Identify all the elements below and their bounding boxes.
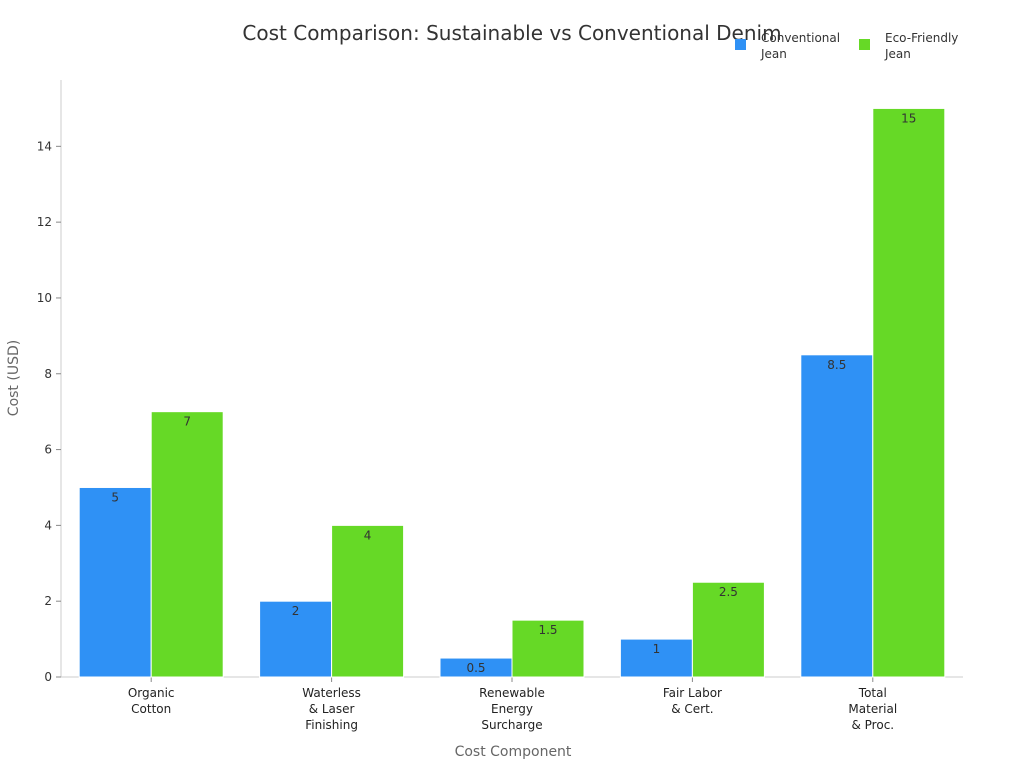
y-tick-label: 10: [37, 291, 52, 305]
data-label: 2.5: [719, 585, 738, 599]
bar-eco: [872, 107, 946, 678]
y-tick-label: 4: [44, 518, 52, 532]
x-tick-label-line: Waterless: [302, 686, 361, 700]
data-label: 7: [183, 415, 191, 429]
legend: Conventional Jean Eco-Friendly Jean: [735, 31, 958, 61]
legend-swatch: [859, 39, 870, 50]
data-label: 15: [901, 111, 916, 125]
x-tick-label: Fair Labor & Cert.: [663, 686, 722, 716]
legend-label-line: Eco-Friendly: [885, 31, 958, 45]
data-label: 5: [111, 490, 119, 504]
x-tick-label-line: & Cert.: [671, 702, 713, 716]
data-label: 0.5: [466, 661, 485, 675]
y-tick-label: 0: [44, 670, 52, 684]
x-tick-label-line: Energy: [491, 702, 533, 716]
legend-swatch: [735, 39, 746, 50]
x-tick-label-line: Total: [858, 686, 887, 700]
legend-label-line: Jean: [884, 47, 911, 61]
x-tick-label: Total Material & Proc.: [848, 686, 897, 732]
y-axis-label: Cost (USD): [6, 340, 22, 416]
legend-label-line: Conventional: [761, 31, 840, 45]
x-tick-label-line: Finishing: [305, 718, 358, 732]
bar-eco: [691, 581, 765, 678]
x-tick-label: Renewable Energy Surcharge: [479, 686, 545, 732]
chart-title: Cost Comparison: Sustainable vs Conventi…: [242, 21, 781, 45]
bar-conventional: [619, 638, 693, 678]
x-axis-label: Cost Component: [455, 744, 572, 760]
y-tick-label: 14: [37, 139, 52, 153]
legend-label-line: Jean: [760, 47, 787, 61]
bar-eco: [331, 524, 405, 678]
x-tick-label-line: & Proc.: [851, 718, 894, 732]
bars: 5 7 2 4 0.5 1.5 1 2.5 8.5 15: [78, 107, 946, 678]
x-tick-label-line: & Laser: [309, 702, 355, 716]
y-tick-label: 6: [44, 443, 52, 457]
x-tick-label: Organic Cotton: [128, 686, 175, 716]
data-label: 2: [292, 604, 300, 618]
bar-conventional: [800, 354, 874, 678]
legend-label: Conventional Jean: [760, 31, 840, 61]
y-tick-label: 2: [44, 594, 52, 608]
data-label: 1.5: [538, 623, 557, 637]
x-tick-label-line: Organic: [128, 686, 175, 700]
legend-label: Eco-Friendly Jean: [884, 31, 958, 61]
x-tick-label: Waterless & Laser Finishing: [302, 686, 361, 732]
bar-eco: [150, 411, 224, 678]
y-tick-label: 8: [44, 367, 52, 381]
y-tick-label: 12: [37, 215, 52, 229]
x-tick-label-line: Surcharge: [481, 718, 542, 732]
x-tick-label-line: Fair Labor: [663, 686, 722, 700]
bar-conventional: [78, 486, 152, 678]
bar-eco: [511, 619, 585, 678]
data-label: 8.5: [827, 358, 846, 372]
x-tick-label-line: Renewable: [479, 686, 545, 700]
data-label: 1: [653, 642, 661, 656]
data-label: 4: [364, 528, 372, 542]
x-tick-label-line: Material: [848, 702, 897, 716]
x-tick-label-line: Cotton: [131, 702, 171, 716]
